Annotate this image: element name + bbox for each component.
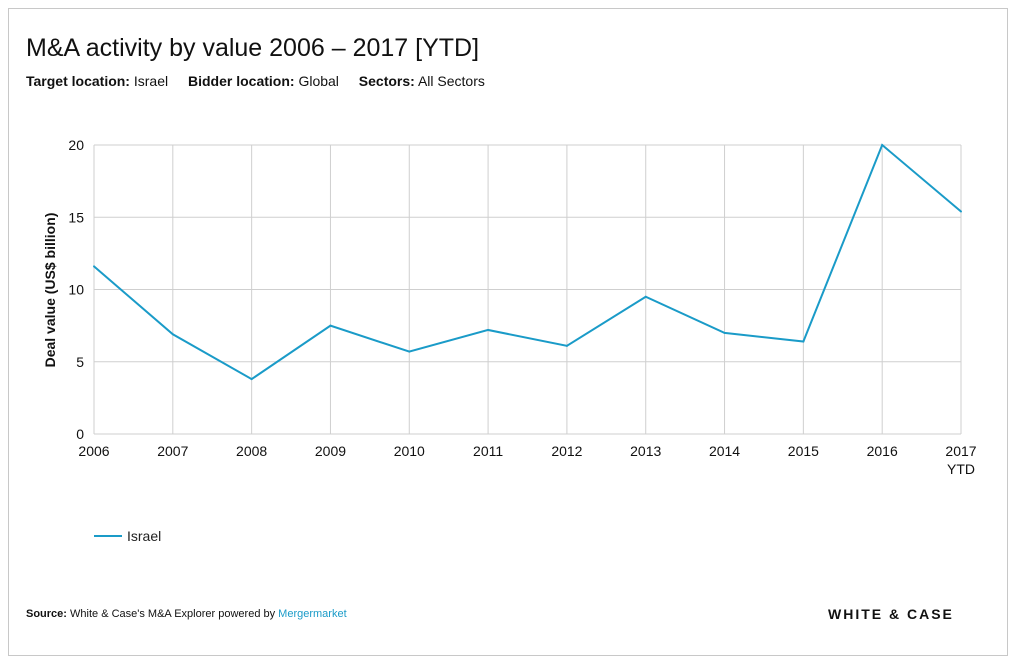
source-note: Source: White & Case's M&A Explorer powe… <box>26 608 347 620</box>
filter-bidder: Bidder location: Global <box>188 73 339 89</box>
x-tick-label: 2015 <box>788 443 819 459</box>
y-axis-label: Deal value (US$ billion) <box>42 213 58 368</box>
y-tick-label: 5 <box>76 354 84 370</box>
data-point <box>802 340 805 343</box>
filter-label: Bidder location: <box>187 73 295 89</box>
filter-target: Target location: Israel <box>26 73 168 89</box>
source-text: White & Case's M&A Explorer powered by <box>70 608 276 620</box>
data-point <box>644 295 647 298</box>
chart-card <box>8 8 1008 656</box>
legend-label: Israel <box>127 528 161 544</box>
data-point <box>960 210 962 213</box>
series-line-israel <box>93 143 962 381</box>
data-point <box>487 328 490 331</box>
filter-value: All Sectors <box>417 73 485 89</box>
data-point <box>93 265 95 268</box>
data-point <box>723 331 726 334</box>
x-tick-label: 2017 <box>945 443 976 459</box>
filter-sectors: Sectors: All Sectors <box>359 73 485 89</box>
mergermarket-link[interactable]: Mergermarket <box>278 608 347 620</box>
x-tick-label: 2012 <box>551 443 582 459</box>
filter-value: Global <box>298 73 339 89</box>
data-point <box>250 378 253 381</box>
filter-label: Target location: <box>26 73 130 89</box>
data-point <box>881 144 884 146</box>
x-tick-label: 2010 <box>394 443 425 459</box>
filter-label: Sectors: <box>358 73 415 89</box>
x-tick-label: 2007 <box>157 443 188 459</box>
y-tick-label: 20 <box>68 137 84 153</box>
x-tick-label: 2011 <box>473 443 503 459</box>
x-tick-label: 2008 <box>236 443 267 459</box>
data-point <box>565 344 568 347</box>
data-point <box>171 333 174 336</box>
filter-value: Israel <box>133 73 169 89</box>
x-tick-sublabel: YTD <box>947 461 975 477</box>
source-label: Source: <box>26 608 67 620</box>
data-point <box>329 324 332 327</box>
x-tick-label: 2016 <box>867 443 898 459</box>
x-tick-label: 2013 <box>630 443 661 459</box>
filter-summary: Target location: Israel Bidder location:… <box>26 73 501 89</box>
x-tick-label: 2014 <box>709 443 740 459</box>
x-tick-label: 2006 <box>78 443 109 459</box>
chart-title: M&A activity by value 2006 – 2017 [YTD] <box>26 34 480 62</box>
brand-logo: WHITE & CASE <box>828 606 954 622</box>
data-point <box>408 350 411 353</box>
y-tick-label: 15 <box>68 209 84 225</box>
y-tick-label: 10 <box>68 282 84 298</box>
x-tick-label: 2009 <box>315 443 346 459</box>
y-tick-label: 0 <box>76 426 84 442</box>
